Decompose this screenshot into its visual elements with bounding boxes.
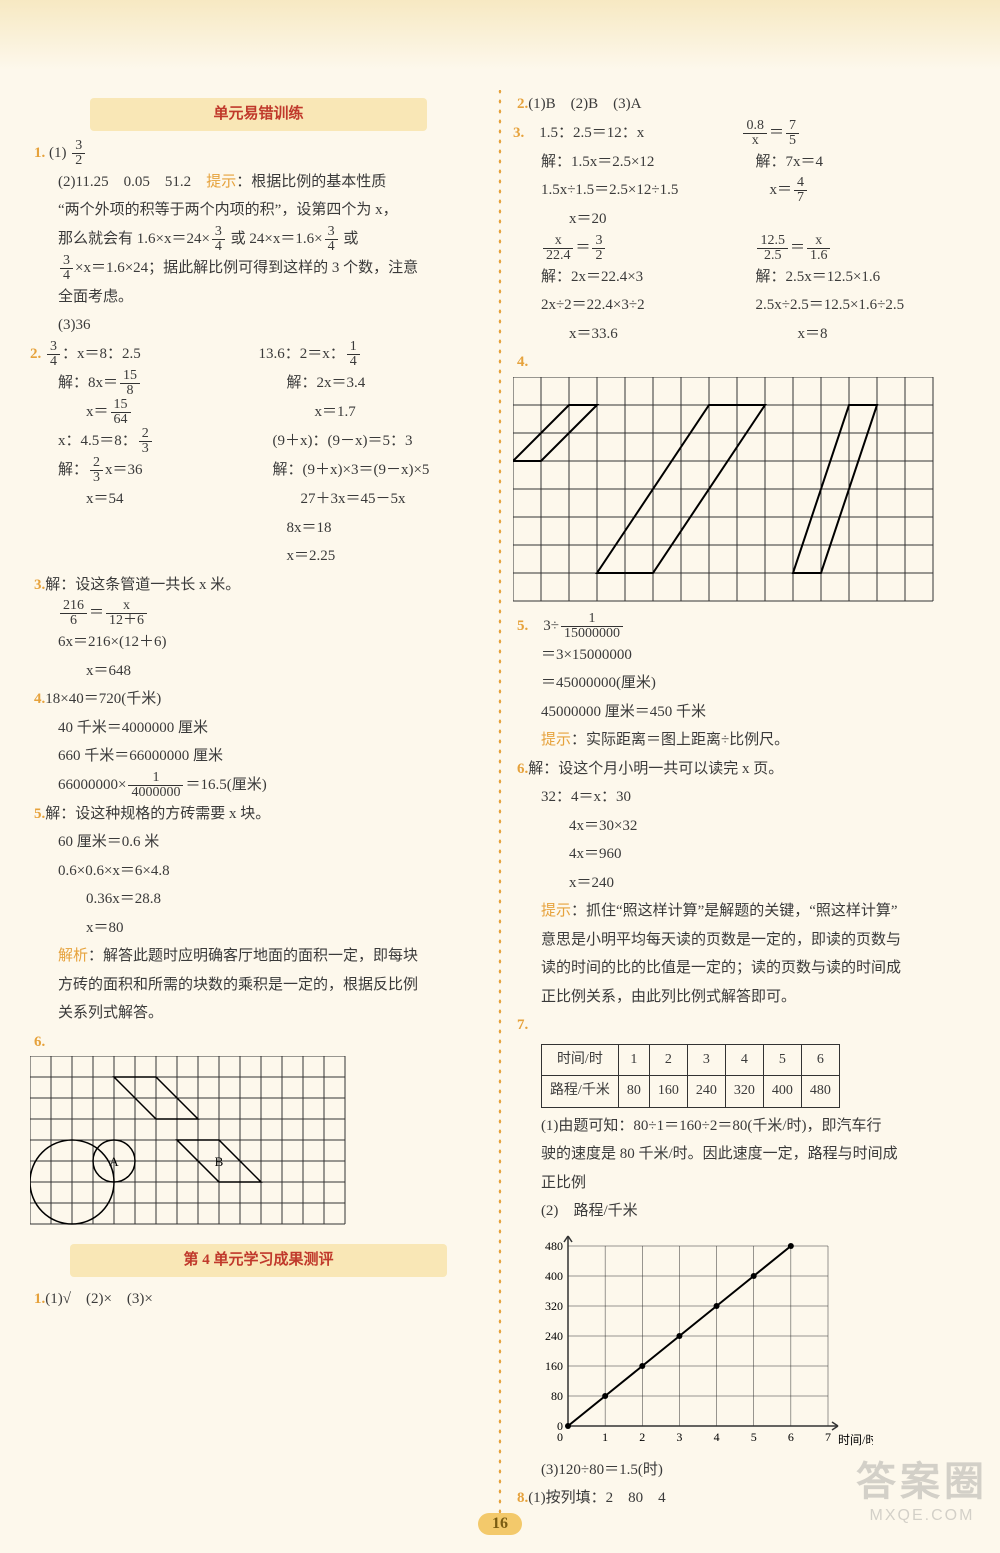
q3: 3.解：设这条管道一共长 x 米。: [30, 571, 487, 600]
page-number: 16: [0, 1513, 1000, 1535]
q5-analysis: 解析：解答此题时应明确客厅地面的面积一定，即每块: [30, 942, 487, 971]
svg-text:0: 0: [557, 1430, 563, 1444]
q2-row4: x：4.5＝8：23 (9＋x)：(9－x)＝5：3: [30, 427, 487, 456]
a3-row5: x22.4＝32 12.52.5＝x1.6: [513, 234, 970, 263]
column-divider: [497, 90, 503, 1513]
svg-text:80: 80: [551, 1389, 563, 1403]
svg-text:480: 480: [545, 1239, 563, 1253]
a4: 4.: [513, 348, 970, 377]
a5-c: ＝45000000(厘米): [513, 669, 970, 698]
a7: 7.: [513, 1011, 970, 1040]
top-decoration: [0, 0, 1000, 70]
svg-text:400: 400: [545, 1269, 563, 1283]
section-title-2: 第 4 单元学习成果测评: [70, 1244, 447, 1277]
q1-2-line5: 全面考虑。: [30, 283, 487, 312]
q2-row7: 8x＝18: [30, 514, 487, 543]
svg-text:7: 7: [825, 1430, 831, 1444]
svg-text:1: 1: [602, 1430, 608, 1444]
q5-b: 60 厘米＝0.6 米: [30, 828, 487, 857]
a7-table: 时间/时123456路程/千米80160240320400480: [541, 1044, 840, 1108]
q2-row6: x＝54 27＋3x＝45－5x: [30, 485, 487, 514]
a7-line-chart: 48040032024016080012345670时间/时: [513, 1226, 873, 1456]
two-column-layout: 单元易错训练 1. (1) 32 (2)11.25 0.05 51.2 提示：根…: [30, 90, 970, 1513]
q4-d: 66000000×14000000＝16.5(厘米): [30, 771, 487, 800]
q4-c: 660 千米＝66000000 厘米: [30, 742, 487, 771]
svg-text:3: 3: [676, 1430, 682, 1444]
a7-p1b: 驶的速度是 80 千米/时。因此速度一定，路程与时间成: [513, 1140, 970, 1169]
a6-c: 4x＝30×32: [513, 812, 970, 841]
a4-grid-figure: [513, 377, 943, 612]
svg-text:时间/时: 时间/时: [838, 1433, 873, 1447]
q1-2-line3: 那么就会有 1.6×x＝24×34 或 24×x＝1.6×34 或: [30, 225, 487, 254]
a3-row4: x＝20: [513, 205, 970, 234]
a7-p1c: 正比例: [513, 1169, 970, 1198]
svg-text:320: 320: [545, 1299, 563, 1313]
a6-i: 正比例关系，由此列比例式解答即可。: [513, 983, 970, 1012]
q1-3: (3)36: [30, 311, 487, 340]
q1-2-line2: “两个外项的积等于两个内项的积”，设第四个为 x，: [30, 196, 487, 225]
svg-text:160: 160: [545, 1359, 563, 1373]
q1-2-line4: 34×x＝1.6×24；据此解比例可得到这样的 3 个数，注意: [30, 254, 487, 283]
q1-1-frac: 32: [72, 139, 85, 168]
q5-a: 5.解：设这种规格的方砖需要 x 块。: [30, 800, 487, 829]
q4-b: 40 千米＝4000000 厘米: [30, 714, 487, 743]
a3-row3: 1.5x÷1.5＝2.5×12÷1.5x＝47: [513, 176, 970, 205]
q5-c: 0.6×0.6×x＝6×4.8: [30, 857, 487, 886]
a2: 2.(1)B (2)B (3)A: [513, 90, 970, 119]
svg-text:2: 2: [639, 1430, 645, 1444]
left-column: 单元易错训练 1. (1) 32 (2)11.25 0.05 51.2 提示：根…: [30, 90, 487, 1513]
a3-row6: 解：2x＝22.4×3解：2.5x＝12.5×1.6: [513, 263, 970, 292]
a3-row1: 3. 1.5：2.5＝12：x 0.8x＝75: [513, 119, 970, 148]
a6-h: 读的时间的比的比值是一定的；读的页数与读的时间成: [513, 954, 970, 983]
a6-hint: 提示：抓住“照这样计算”是解题的关键，“照这样计算”: [513, 897, 970, 926]
q1: 1. (1) 32: [30, 139, 487, 168]
a5-a: 5. 3÷115000000: [513, 612, 970, 641]
right-column: 2.(1)B (2)B (3)A 3. 1.5：2.5＝12：x 0.8x＝75…: [513, 90, 970, 1513]
section-title-1: 单元易错训练: [90, 98, 427, 131]
a3-row8: x＝33.6x＝8: [513, 320, 970, 349]
svg-text:5: 5: [751, 1430, 757, 1444]
svg-text:A: A: [109, 1154, 119, 1169]
watermark: 答案圈MXQE.COM: [856, 1449, 988, 1525]
q2-row1: 2. 34：x＝8：2.5 13.6：2＝x：14: [30, 340, 487, 369]
a7-p1: (1)由题可知：80÷1＝160÷2＝80(千米/时)，即汽车行: [513, 1112, 970, 1141]
q2-number: 2.: [30, 346, 41, 362]
a7-p2: (2) 路程/千米: [513, 1197, 970, 1226]
q5-e: x＝80: [30, 914, 487, 943]
svg-text:4: 4: [714, 1430, 720, 1444]
q6: 6.: [30, 1028, 487, 1057]
q4-a: 4.18×40＝720(千米): [30, 685, 487, 714]
q1-2-line1: (2)11.25 0.05 51.2 提示：根据比例的基本性质: [30, 168, 487, 197]
q1-1-label: (1): [49, 145, 67, 161]
a6-e: x＝240: [513, 869, 970, 898]
q3-c: 6x＝216×(12＋6): [30, 628, 487, 657]
page: 单元易错训练 1. (1) 32 (2)11.25 0.05 51.2 提示：根…: [0, 0, 1000, 1553]
a5-hint: 提示：实际距离＝图上距离÷比例尺。: [513, 726, 970, 755]
q5-d: 0.36x＝28.8: [30, 885, 487, 914]
svg-text:240: 240: [545, 1329, 563, 1343]
q5-g: 方砖的面积和所需的块数的乘积是一定的，根据反比例: [30, 971, 487, 1000]
a3-row2: 解：1.5x＝2.5×12解：7x＝4: [513, 148, 970, 177]
q2-row8: x＝2.25: [30, 542, 487, 571]
q5-h: 关系列式解答。: [30, 999, 487, 1028]
q2-row2: 解：8x＝158 解：2x＝3.4: [30, 369, 487, 398]
q3-b: 2166＝x12＋6: [30, 599, 487, 628]
a1: 1.(1)√ (2)× (3)×: [30, 1285, 487, 1314]
svg-text:6: 6: [788, 1430, 794, 1444]
a6-g: 意思是小明平均每天读的页数是一定的，即读的页数与: [513, 926, 970, 955]
q6-grid-figure: AB: [30, 1056, 360, 1236]
a5-d: 45000000 厘米＝450 千米: [513, 698, 970, 727]
a6-a: 6.解：设这个月小明一共可以读完 x 页。: [513, 755, 970, 784]
a6-b: 32：4＝x：30: [513, 783, 970, 812]
svg-text:B: B: [215, 1154, 224, 1169]
q3-d: x＝648: [30, 657, 487, 686]
a6-d: 4x＝960: [513, 840, 970, 869]
q2-row5: 解：23x＝36 解：(9＋x)×3＝(9－x)×5: [30, 456, 487, 485]
q2-row3: x＝1564 x＝1.7: [30, 398, 487, 427]
q1-number: 1.: [34, 145, 45, 161]
a3-row7: 2x÷2＝22.4×3÷22.5x÷2.5＝12.5×1.6÷2.5: [513, 291, 970, 320]
a5-b: ＝3×15000000: [513, 641, 970, 670]
